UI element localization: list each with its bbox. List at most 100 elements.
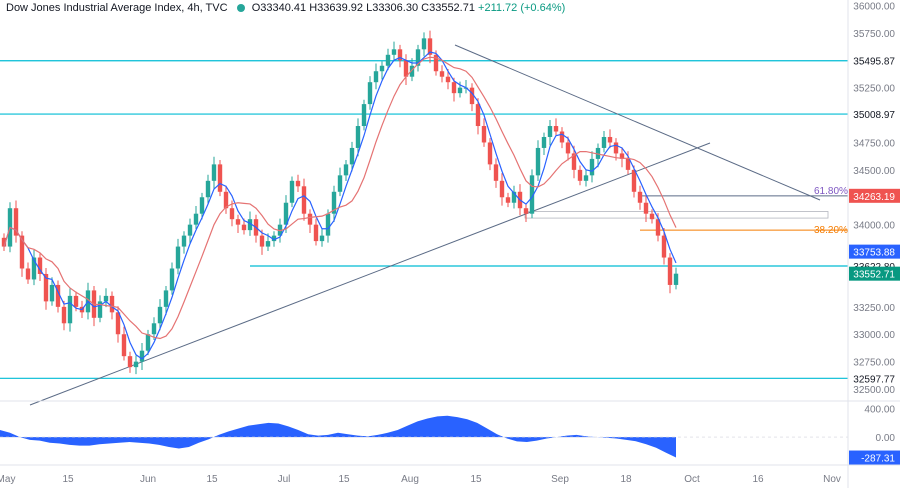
oscillator-tag-label: -287.31 — [861, 454, 895, 465]
candle-body — [199, 197, 205, 214]
fast-moving-average-line — [3, 51, 677, 360]
open-value: O33340.41 — [251, 2, 307, 14]
candle-body — [97, 301, 103, 318]
time-tick-label: 15 — [470, 474, 482, 485]
candle-body — [181, 235, 187, 247]
candle-body — [1, 237, 7, 247]
candle-body — [37, 257, 43, 274]
candle-body — [403, 60, 409, 77]
candle-body — [283, 202, 289, 225]
oscillator-tick-label: 0.00 — [876, 433, 896, 444]
candle-body — [295, 180, 301, 187]
time-tick-label: Oct — [684, 474, 700, 485]
candle-body — [553, 126, 559, 132]
fib-382-label: 38.20% — [814, 225, 848, 236]
candle-body — [487, 142, 493, 165]
candle-body — [109, 295, 115, 313]
price-tick-label: 35250.00 — [853, 84, 895, 95]
candles — [1, 30, 679, 375]
level-tag-label: 35008.97 — [853, 110, 895, 121]
candle-body — [613, 142, 619, 154]
candle-body — [607, 136, 613, 143]
candle-body — [523, 208, 529, 214]
candle-body — [151, 323, 157, 335]
candle-body — [55, 284, 61, 307]
candle-body — [379, 65, 385, 72]
candle-body — [343, 164, 349, 176]
candle-body — [373, 71, 379, 83]
price-tag-label: 34263.19 — [853, 192, 895, 203]
candle-body — [103, 295, 109, 302]
time-tick-label: Aug — [401, 474, 419, 485]
candle-body — [325, 213, 331, 236]
candle-body — [205, 180, 211, 198]
candle-body — [667, 257, 673, 285]
price-tag-label: 33753.88 — [853, 248, 895, 259]
candle-body — [193, 213, 199, 225]
candle-body — [73, 295, 79, 307]
price-tick-label: 35750.00 — [853, 29, 895, 40]
level-tag-box — [849, 53, 900, 68]
price-tick-label: 32750.00 — [853, 358, 895, 369]
level-tag-box — [849, 371, 900, 386]
candle-body — [529, 175, 535, 214]
candle-body — [157, 306, 163, 324]
candle-body — [457, 87, 463, 94]
time-tick-label: Jul — [278, 474, 291, 485]
candle-body — [25, 268, 31, 280]
candle-body — [217, 164, 223, 192]
candle-body — [493, 164, 499, 181]
candle-body — [211, 164, 217, 181]
candle-body — [49, 284, 55, 302]
time-tick-label: Sep — [551, 474, 569, 485]
change-value: +211.72 (+0.64%) — [478, 2, 566, 14]
candle-body — [559, 131, 565, 143]
candle-body — [43, 273, 49, 302]
time-axis: May 15 Jun 15 Jul 15 Aug 15 Sep 18 Oct 16 Nov — [0, 474, 841, 485]
candle-body — [541, 136, 547, 148]
candle-body — [409, 65, 415, 77]
candle-body — [247, 219, 253, 231]
candle-body — [565, 142, 571, 154]
candle-body — [145, 334, 151, 351]
candle-body — [265, 241, 271, 247]
price-tick-label: 34750.00 — [853, 138, 895, 149]
oscillator-tag-box — [849, 450, 900, 465]
candle-body — [601, 136, 607, 148]
candle-body — [439, 71, 445, 77]
time-tick-label: May — [0, 474, 15, 485]
moving-averages — [3, 51, 677, 360]
candle-body — [331, 191, 337, 214]
candle-body — [385, 54, 391, 66]
candle-body — [643, 202, 649, 214]
candle-body — [481, 126, 487, 143]
candle-body — [415, 49, 421, 66]
candle-body — [445, 76, 451, 83]
candle-body — [433, 54, 439, 72]
candle-body — [115, 312, 121, 335]
candle-body — [187, 224, 193, 236]
chart-title: Dow Jones Industrial Average Index, 4h, … — [6, 2, 228, 14]
candle-body — [241, 224, 247, 231]
fib-zone-box — [524, 211, 829, 219]
price-tick-label: 33250.00 — [853, 303, 895, 314]
candle-body — [289, 180, 295, 203]
candle-body — [583, 175, 589, 181]
candle-body — [337, 175, 343, 192]
level-tag-box — [849, 107, 900, 122]
price-tick-label: 33000.00 — [853, 330, 895, 341]
time-tick-label: 15 — [62, 474, 74, 485]
price-tag-label: 33552.71 — [853, 270, 895, 281]
time-tick-label: Jun — [140, 474, 156, 485]
candle-body — [259, 235, 265, 247]
candle-body — [229, 208, 235, 220]
chart-header: Dow Jones Industrial Average Index, 4h, … — [6, 2, 565, 14]
candle-body — [61, 306, 67, 324]
candle-body — [547, 126, 553, 137]
high-value: H33639.92 — [309, 2, 364, 14]
candle-body — [535, 147, 541, 176]
candle-body — [391, 49, 397, 55]
candle-body — [67, 295, 73, 324]
